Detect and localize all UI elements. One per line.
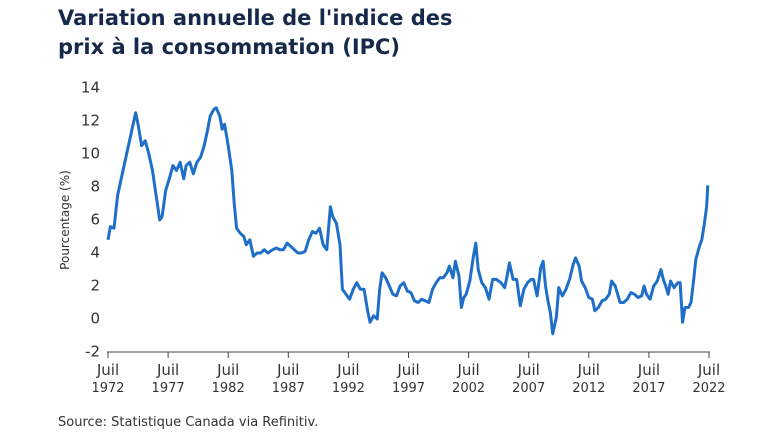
x-tick-label: Juil 1987 xyxy=(272,361,305,396)
x-tick-label: Juil 1982 xyxy=(212,361,245,396)
y-axis-label: Pourcentage (%) xyxy=(58,170,72,270)
y-tick-label: 6 xyxy=(90,211,100,229)
y-tick-label: 12 xyxy=(81,112,100,130)
y-tick-label: 14 xyxy=(81,79,100,97)
data-line xyxy=(106,106,710,336)
y-tick-label: -2 xyxy=(85,343,100,361)
x-tick-label: Juil 2012 xyxy=(572,361,605,396)
x-tick-label: Juil 1997 xyxy=(392,361,425,396)
x-tick-label: Juil 2007 xyxy=(512,361,545,396)
x-tick-label: Juil 2022 xyxy=(692,361,725,396)
x-tick-label: Juil 1972 xyxy=(91,361,124,396)
y-tick-label: 0 xyxy=(90,310,100,328)
chart-title: Variation annuelle de l'indice des prix … xyxy=(58,6,453,59)
x-tick-label: Juil 1992 xyxy=(332,361,365,396)
x-tick-label: Juil 2002 xyxy=(452,361,485,396)
y-tick-label: 4 xyxy=(90,244,100,262)
x-tick-label: Juil 1977 xyxy=(152,361,185,396)
y-tick-label: 2 xyxy=(90,277,100,295)
y-tick-label: 10 xyxy=(81,145,100,163)
y-tick-label: 8 xyxy=(90,178,100,196)
source: Source: Statistique Canada via Refinitiv… xyxy=(58,415,318,430)
x-tick-label: Juil 2017 xyxy=(632,361,665,396)
